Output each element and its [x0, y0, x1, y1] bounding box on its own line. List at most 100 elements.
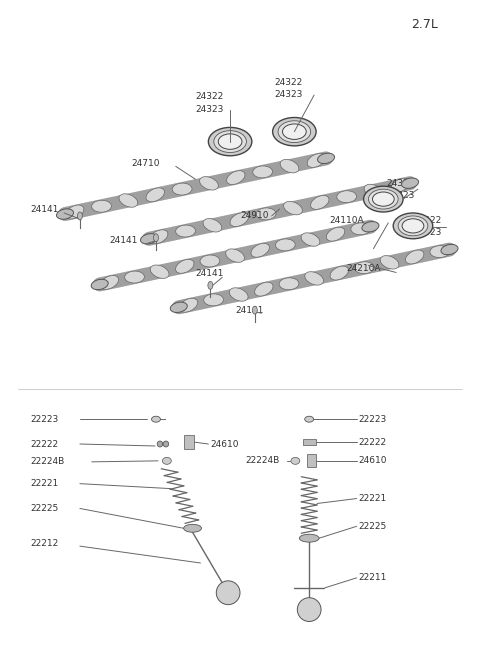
Ellipse shape — [141, 234, 157, 244]
Ellipse shape — [162, 457, 171, 464]
Ellipse shape — [176, 259, 194, 273]
Text: 24141: 24141 — [235, 306, 264, 314]
Text: 24141: 24141 — [195, 269, 224, 278]
Text: 24322: 24322 — [275, 77, 303, 86]
Ellipse shape — [203, 219, 222, 232]
Ellipse shape — [214, 131, 246, 153]
Text: 22221: 22221 — [359, 494, 387, 503]
Ellipse shape — [351, 223, 371, 234]
Ellipse shape — [305, 416, 313, 422]
Ellipse shape — [184, 524, 202, 533]
Ellipse shape — [318, 153, 335, 164]
Ellipse shape — [337, 191, 357, 202]
Ellipse shape — [176, 225, 195, 237]
Text: 22221: 22221 — [30, 479, 59, 488]
Text: 24210A: 24210A — [347, 264, 381, 273]
Circle shape — [216, 581, 240, 605]
Ellipse shape — [226, 249, 244, 262]
Ellipse shape — [255, 282, 273, 296]
Ellipse shape — [355, 262, 374, 274]
Text: 22212: 22212 — [30, 538, 59, 548]
Ellipse shape — [326, 227, 345, 241]
Ellipse shape — [157, 441, 163, 447]
Text: 22223: 22223 — [30, 415, 59, 424]
Ellipse shape — [402, 219, 424, 233]
Ellipse shape — [146, 188, 165, 202]
Text: 24323: 24323 — [275, 90, 303, 100]
Text: 22225: 22225 — [359, 522, 387, 531]
Text: 24323: 24323 — [386, 191, 415, 200]
Ellipse shape — [307, 153, 325, 168]
Ellipse shape — [279, 278, 299, 290]
Ellipse shape — [391, 178, 409, 192]
Text: 24141: 24141 — [109, 236, 138, 245]
Text: 24610: 24610 — [210, 440, 239, 449]
Ellipse shape — [252, 306, 257, 314]
Ellipse shape — [149, 230, 168, 244]
Text: 24322: 24322 — [386, 179, 415, 188]
Ellipse shape — [380, 255, 399, 269]
Ellipse shape — [57, 209, 73, 219]
Ellipse shape — [251, 243, 269, 257]
Ellipse shape — [364, 184, 383, 198]
Ellipse shape — [229, 288, 248, 301]
Text: 22224B: 22224B — [30, 457, 65, 466]
Text: 22222: 22222 — [359, 438, 387, 447]
Text: 22225: 22225 — [30, 504, 59, 513]
Ellipse shape — [291, 457, 300, 464]
Ellipse shape — [170, 302, 187, 312]
Text: 22211: 22211 — [359, 573, 387, 582]
Bar — [184, 435, 193, 449]
Ellipse shape — [402, 178, 419, 189]
Ellipse shape — [441, 244, 458, 255]
Ellipse shape — [362, 221, 379, 232]
Ellipse shape — [300, 534, 319, 542]
Ellipse shape — [92, 200, 111, 212]
Ellipse shape — [276, 239, 295, 251]
Ellipse shape — [284, 202, 302, 215]
Ellipse shape — [406, 250, 424, 264]
Ellipse shape — [230, 213, 249, 227]
Ellipse shape — [330, 266, 348, 280]
Ellipse shape — [150, 265, 169, 278]
Text: 22224B: 22224B — [245, 457, 279, 465]
Bar — [307, 455, 316, 467]
Text: 24110A: 24110A — [329, 216, 363, 225]
Text: 24322: 24322 — [195, 92, 224, 102]
Ellipse shape — [204, 294, 224, 306]
Ellipse shape — [65, 205, 84, 219]
Ellipse shape — [398, 216, 428, 236]
Ellipse shape — [227, 171, 245, 185]
Text: 24323: 24323 — [413, 229, 441, 237]
Ellipse shape — [163, 441, 168, 447]
Ellipse shape — [208, 282, 213, 290]
Ellipse shape — [91, 279, 108, 290]
Ellipse shape — [311, 195, 329, 210]
Ellipse shape — [393, 213, 433, 239]
Ellipse shape — [208, 128, 252, 156]
Ellipse shape — [280, 159, 299, 173]
Ellipse shape — [172, 183, 192, 195]
Text: 24910: 24910 — [240, 212, 268, 221]
Ellipse shape — [152, 416, 160, 422]
Ellipse shape — [125, 271, 144, 283]
Ellipse shape — [100, 276, 119, 290]
Text: 22223: 22223 — [359, 415, 387, 424]
Ellipse shape — [119, 194, 138, 207]
Ellipse shape — [179, 298, 198, 312]
Ellipse shape — [200, 177, 218, 190]
Text: 24323: 24323 — [195, 105, 224, 115]
Text: 24141: 24141 — [30, 204, 59, 214]
Ellipse shape — [369, 189, 398, 209]
Ellipse shape — [253, 166, 273, 178]
Ellipse shape — [372, 192, 394, 206]
Text: 2.7L: 2.7L — [411, 18, 438, 31]
Ellipse shape — [301, 233, 320, 246]
Ellipse shape — [273, 117, 316, 146]
Ellipse shape — [363, 186, 403, 212]
Ellipse shape — [200, 255, 220, 267]
Ellipse shape — [305, 272, 324, 285]
Bar — [303, 439, 316, 445]
Text: 24322: 24322 — [413, 216, 441, 225]
Ellipse shape — [283, 124, 306, 140]
